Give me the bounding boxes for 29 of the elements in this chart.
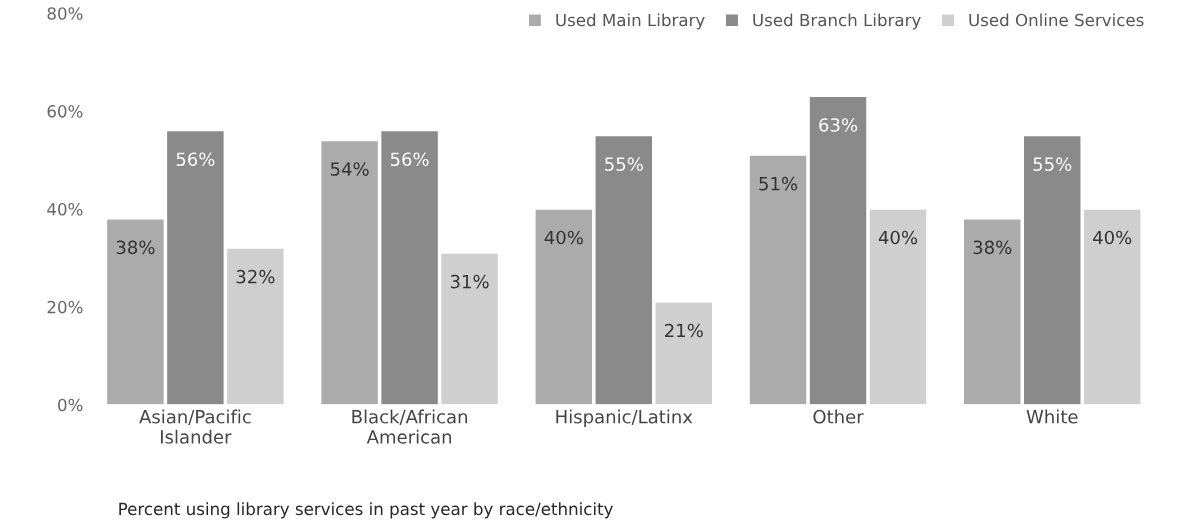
x-tick-label: Black/African American [352, 409, 467, 444]
data-label: 21% [665, 323, 703, 338]
data-label: 63% [819, 118, 858, 132]
legend-label: Used Branch Library [753, 13, 921, 30]
data-label: 51% [759, 176, 798, 191]
text: Percent using library services in past year by race/ethnicity [119, 502, 613, 519]
data-label: 32% [236, 269, 275, 284]
y-tick-label: 60% [47, 105, 83, 118]
data-label: 38% [116, 240, 155, 255]
data-label: 40% [1093, 230, 1132, 245]
x-tick-label: Other [813, 409, 864, 424]
data-label: 40% [878, 230, 918, 245]
data-label: 55% [605, 157, 643, 171]
y-tick-label: 80% [47, 7, 83, 20]
y-tick-label: 0% [58, 398, 83, 412]
legend-label: Used Main Library [556, 13, 705, 30]
x-tick-label: Asian/Pacific Islander [139, 409, 251, 444]
data-label: 56% [176, 152, 215, 167]
data-label: 38% [973, 240, 1012, 255]
y-tick-label: 20% [47, 300, 83, 314]
data-label: 55% [1033, 157, 1072, 171]
x-tick-label: Hispanic/Latinx [556, 409, 693, 428]
data-label: 31% [450, 274, 489, 289]
x-tick-label: White [1026, 409, 1078, 424]
data-label: 40% [544, 230, 583, 245]
legend-label: Used Online Services [969, 13, 1144, 27]
data-label: 56% [390, 152, 429, 167]
data-label: 54% [330, 162, 369, 176]
y-tick-label: 40% [47, 202, 83, 216]
